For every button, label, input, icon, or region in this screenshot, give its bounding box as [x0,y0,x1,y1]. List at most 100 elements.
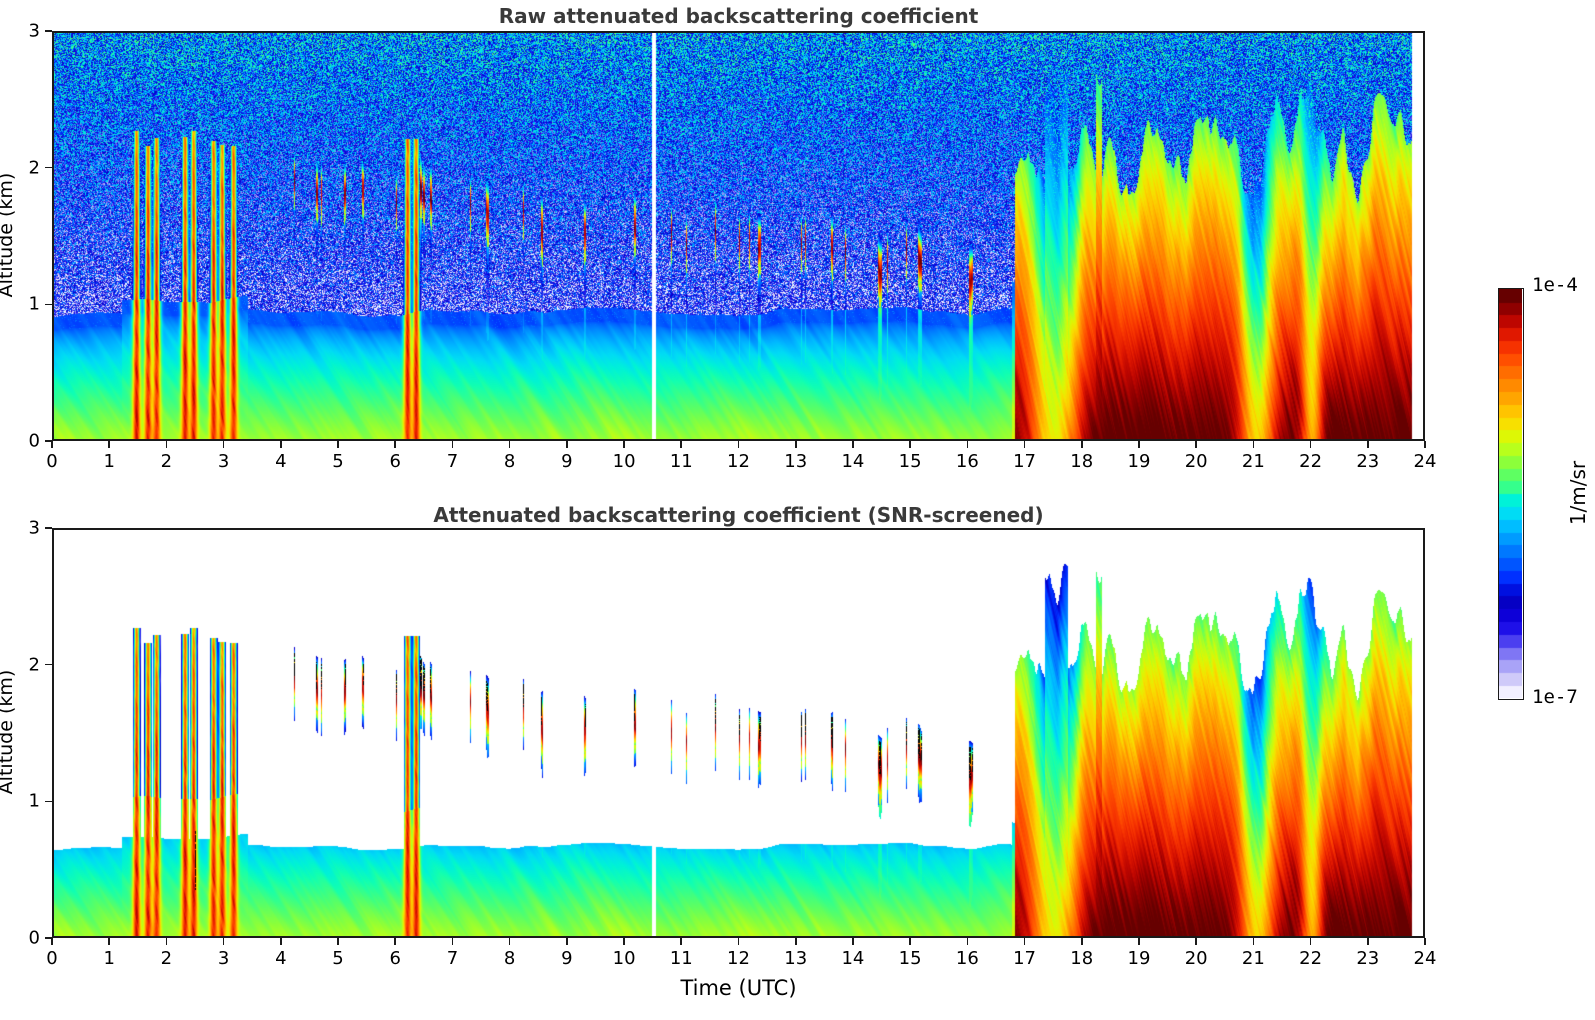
x-tick-label: 21 [1241,948,1265,969]
x-tick [680,441,683,448]
x-tick-label: 9 [561,451,573,472]
x-tick-label: 0 [46,451,58,472]
panel-title-screened: Attenuated backscattering coefficient (S… [433,503,1044,527]
x-tick-label: 7 [446,451,459,472]
x-tick [222,938,225,945]
x-tick [222,441,225,448]
x-tick [852,441,854,448]
x-tick-label: 14 [841,948,865,969]
x-tick-label: 16 [955,948,979,969]
x-tick [1366,938,1369,945]
x-tick [966,938,969,945]
x-tick [1424,938,1426,945]
x-axis-label-time: Time (UTC) [680,976,797,1000]
x-tick [737,441,740,448]
x-tick-label: 17 [1013,451,1036,472]
x-tick [337,441,339,448]
x-tick [623,441,625,448]
x-tick-label: 23 [1356,948,1380,969]
x-tick [1195,441,1197,448]
y-tick-label: 3 [28,517,40,539]
x-tick-label: 2 [160,948,173,969]
x-tick [1080,441,1083,448]
x-tick-label: 10 [612,451,636,472]
x-tick [1252,441,1255,448]
y-tick [45,937,52,939]
x-tick [566,938,568,945]
x-tick [165,441,168,448]
x-tick-label: 6 [389,948,401,969]
x-tick [1080,938,1083,945]
x-tick-label: 12 [727,451,750,472]
x-tick [1252,938,1255,945]
x-tick-label: 24 [1413,948,1437,969]
x-tick-label: 14 [841,451,865,472]
x-tick [1138,938,1140,945]
x-tick [1309,441,1312,448]
x-tick [623,938,625,945]
x-tick-label: 5 [332,451,344,472]
x-tick-label: 17 [1013,948,1036,969]
y-tick [45,30,52,32]
x-tick-label: 3 [217,451,230,472]
x-tick-label: 8 [503,451,516,472]
x-tick-label: 12 [727,948,750,969]
heatmap-plot-raw [52,31,1425,441]
x-tick-label: 13 [784,948,808,969]
x-tick [337,938,339,945]
x-tick-label: 15 [898,451,922,472]
colorbar-min-label: 1e-7 [1532,686,1578,708]
x-tick [966,441,969,448]
x-tick [1195,938,1197,945]
x-tick [165,938,168,945]
x-tick [1138,441,1140,448]
x-tick-label: 23 [1356,451,1380,472]
x-tick-label: 19 [1127,948,1151,969]
y-tick-label: 2 [28,157,40,179]
x-tick [108,441,110,448]
x-tick [1023,938,1026,945]
x-tick-label: 20 [1184,451,1208,472]
x-tick [508,441,511,448]
x-tick-label: 7 [446,948,459,969]
x-tick-label: 8 [503,948,516,969]
y-tick-label: 0 [28,927,40,949]
x-tick-label: 18 [1070,451,1094,472]
y-tick-label: 2 [28,654,40,676]
x-tick [51,938,53,945]
x-tick [51,441,53,448]
x-tick-label: 22 [1299,948,1323,969]
x-tick-label: 1 [103,948,115,969]
y-tick [45,800,52,803]
x-tick [1366,441,1369,448]
y-tick-label: 0 [28,430,40,452]
x-tick [1424,441,1426,448]
x-tick [1023,441,1026,448]
colorbar-max-label: 1e-4 [1532,274,1578,296]
x-tick-label: 0 [46,948,58,969]
colorbar-unit-label: 1/m/sr [1566,460,1590,526]
x-tick [680,938,683,945]
x-tick-label: 22 [1299,451,1323,472]
heatmap-plot-screened [52,528,1425,938]
x-tick [1309,938,1312,945]
x-tick-label: 19 [1127,451,1151,472]
x-tick [794,938,797,945]
x-tick-label: 11 [669,451,693,472]
x-tick [394,441,397,448]
x-tick [737,938,740,945]
x-tick [451,441,454,448]
x-tick [280,938,282,945]
x-tick [909,441,911,448]
x-tick-label: 18 [1070,948,1094,969]
x-tick [566,441,568,448]
x-tick [909,938,911,945]
x-tick-label: 2 [160,451,173,472]
x-tick-label: 15 [898,948,922,969]
x-tick [280,441,282,448]
y-tick [45,527,52,529]
y-tick [45,440,52,442]
y-tick [45,663,52,666]
x-tick-label: 10 [612,948,636,969]
